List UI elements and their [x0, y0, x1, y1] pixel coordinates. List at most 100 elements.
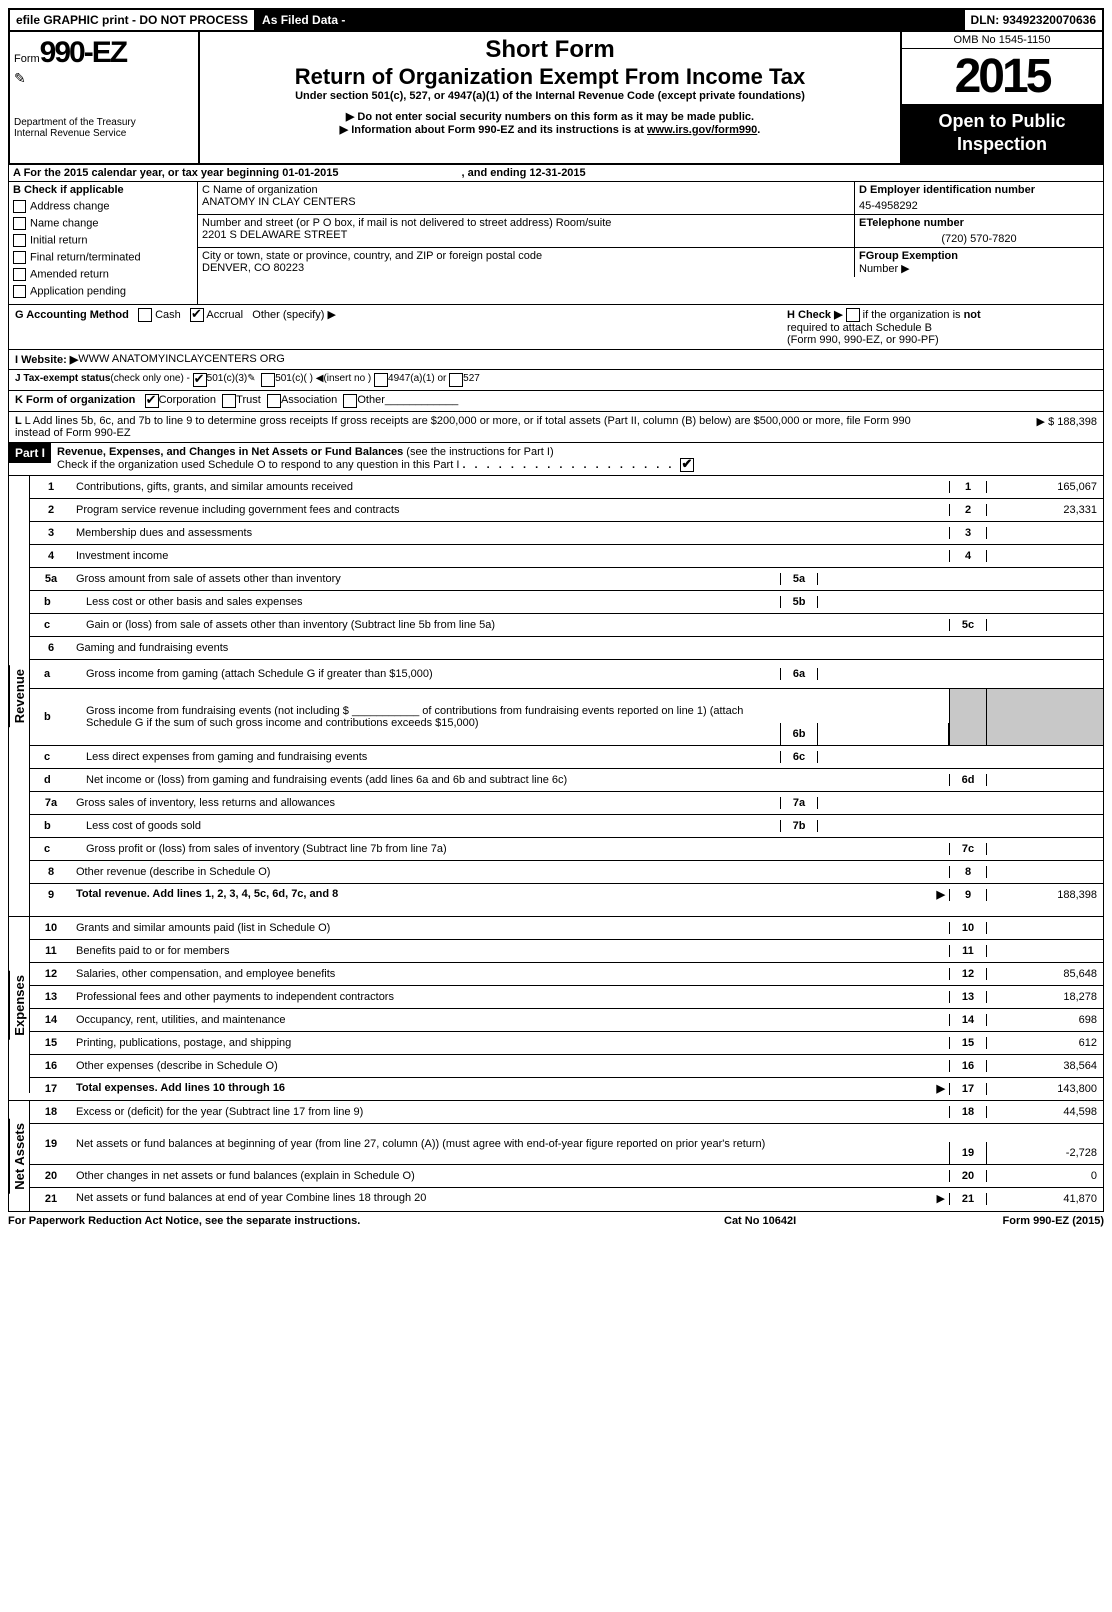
line-5c-desc: Gain or (loss) from sale of assets other… — [82, 619, 949, 631]
line-20-value: 0 — [987, 1170, 1103, 1182]
city-state-zip: DENVER, CO 80223 — [202, 262, 850, 274]
line-5a-desc: Gross amount from sale of assets other t… — [72, 573, 780, 585]
side-revenue: Revenue — [9, 665, 29, 727]
row-l-text: L Add lines 5b, 6c, and 7b to line 9 to … — [15, 415, 911, 439]
form-label: Form — [14, 53, 40, 65]
box-bcdef: B Check if applicable Address change Nam… — [8, 182, 1104, 305]
line-13-value: 18,278 — [987, 991, 1103, 1003]
checkbox-pending[interactable] — [13, 285, 26, 298]
checkbox-initial-return[interactable] — [13, 234, 26, 247]
phone: (720) 570-7820 — [859, 233, 1099, 245]
line-5b-desc: Less cost or other basis and sales expen… — [82, 596, 780, 608]
line-2-value: 23,331 — [987, 504, 1103, 516]
line-7b-desc: Less cost of goods sold — [82, 820, 780, 832]
header: Form990-EZ ✎ Department of the Treasury … — [8, 32, 1104, 165]
accounting-method-label: G Accounting Method — [15, 309, 129, 321]
line-8-desc: Other revenue (describe in Schedule O) — [72, 866, 949, 878]
checkbox-trust[interactable] — [222, 394, 236, 408]
tax-year-end: 12-31-2015 — [529, 167, 585, 179]
org-name: ANATOMY IN CLAY CENTERS — [202, 196, 850, 208]
line-21-desc: Net assets or fund balances at end of ye… — [72, 1192, 949, 1205]
line-15-value: 612 — [987, 1037, 1103, 1049]
line-7c-desc: Gross profit or (loss) from sales of inv… — [82, 843, 949, 855]
checkbox-other-org[interactable] — [343, 394, 357, 408]
checkbox-corporation[interactable] — [145, 394, 159, 408]
line-9-value: 188,398 — [987, 889, 1103, 901]
open-public: Open to Public Inspection — [902, 104, 1102, 163]
checkbox-association[interactable] — [267, 394, 281, 408]
line-12-desc: Salaries, other compensation, and employ… — [72, 968, 949, 980]
line-6b-desc: Gross income from fundraising events (no… — [82, 705, 780, 729]
header-mid: Short Form Return of Organization Exempt… — [200, 32, 900, 163]
dln-label: DLN: — [971, 13, 1000, 27]
row-g-h: G Accounting Method Cash Accrual Other (… — [8, 305, 1104, 350]
checkbox-name-change[interactable] — [13, 217, 26, 230]
line-18-desc: Excess or (deficit) for the year (Subtra… — [72, 1106, 949, 1118]
checkbox-final-return[interactable] — [13, 251, 26, 264]
efile-label: efile GRAPHIC print - DO NOT PROCESS — [10, 10, 256, 30]
form-org-label: K Form of organization — [15, 394, 135, 408]
omb-number: OMB No 1545-1150 — [902, 32, 1102, 49]
line-1-desc: Contributions, gifts, grants, and simila… — [72, 481, 949, 493]
dept-irs: Internal Revenue Service — [14, 128, 194, 139]
line-20-desc: Other changes in net assets or fund bala… — [72, 1170, 949, 1182]
tax-year: 2015 — [902, 49, 1102, 104]
ein: 45-4958292 — [859, 200, 1099, 212]
line-14-desc: Occupancy, rent, utilities, and maintena… — [72, 1014, 949, 1026]
side-expenses: Expenses — [9, 971, 29, 1040]
header-right: OMB No 1545-1150 2015 Open to Public Ins… — [900, 32, 1102, 163]
line-16-desc: Other expenses (describe in Schedule O) — [72, 1060, 949, 1072]
line-17-desc: Total expenses. Add lines 10 through 16 … — [72, 1082, 949, 1095]
line-6-desc: Gaming and fundraising events — [72, 642, 949, 654]
form-number: 990-EZ — [40, 36, 126, 69]
tax-exempt-label: J Tax-exempt status — [15, 373, 110, 387]
box-b-header: B Check if applicable — [13, 184, 193, 196]
line-11-desc: Benefits paid to or for members — [72, 945, 949, 957]
checkbox-amended[interactable] — [13, 268, 26, 281]
asfiled-label: As Filed Data - — [256, 10, 351, 30]
return-title: Return of Organization Exempt From Incom… — [210, 64, 890, 90]
footer-mid: Cat No 10642I — [724, 1215, 924, 1227]
footer-right: Form 990-EZ (2015) — [924, 1215, 1104, 1227]
line-9-desc: Total revenue. Add lines 1, 2, 3, 4, 5c,… — [72, 888, 949, 901]
checkbox-4947[interactable] — [374, 373, 388, 387]
checkbox-accrual[interactable] — [190, 308, 204, 322]
part-i-header: Part I Revenue, Expenses, and Changes in… — [8, 443, 1104, 476]
checkbox-address-change[interactable] — [13, 200, 26, 213]
box-f: FGroup Exemption Number ▶ — [854, 248, 1103, 277]
line-13-desc: Professional fees and other payments to … — [72, 991, 949, 1003]
line-7a-desc: Gross sales of inventory, less returns a… — [72, 797, 780, 809]
line-16-value: 38,564 — [987, 1060, 1103, 1072]
line-12-value: 85,648 — [987, 968, 1103, 980]
box-c: C Name of organization ANATOMY IN CLAY C… — [198, 182, 854, 214]
under-section: Under section 501(c), 527, or 4947(a)(1)… — [210, 90, 890, 102]
row-k: K Form of organization Corporation Trust… — [8, 391, 1104, 412]
box-b: B Check if applicable Address change Nam… — [9, 182, 198, 304]
street-address: 2201 S DELAWARE STREET — [202, 229, 850, 241]
checkbox-501c[interactable] — [261, 373, 275, 387]
part-i-title: Revenue, Expenses, and Changes in Net As… — [57, 446, 403, 458]
checkbox-501c3[interactable] — [193, 373, 207, 387]
line-19-value: -2,728 — [987, 1142, 1103, 1164]
irs-link[interactable]: www.irs.gov/form990 — [647, 124, 757, 136]
checkbox-cash[interactable] — [138, 308, 152, 322]
dln: DLN: 93492320070636 — [965, 10, 1102, 30]
checkbox-schedule-o[interactable] — [680, 458, 694, 472]
footer-left: For Paperwork Reduction Act Notice, see … — [8, 1215, 724, 1227]
box-c-wrap: C Name of organization ANATOMY IN CLAY C… — [198, 182, 1103, 304]
line-3-desc: Membership dues and assessments — [72, 527, 949, 539]
top-bar: efile GRAPHIC print - DO NOT PROCESS As … — [8, 8, 1104, 32]
line-1-value: 165,067 — [987, 481, 1103, 493]
short-form-title: Short Form — [210, 36, 890, 64]
checkbox-schedule-b[interactable] — [846, 308, 860, 322]
row-l-value: ▶ $ 188,398 — [947, 415, 1097, 439]
side-netassets: Net Assets — [9, 1119, 29, 1194]
header-left: Form990-EZ ✎ Department of the Treasury … — [10, 32, 200, 163]
row-l: L L Add lines 5b, 6c, and 7b to line 9 t… — [8, 412, 1104, 443]
line-15-desc: Printing, publications, postage, and shi… — [72, 1037, 949, 1049]
box-city: City or town, state or province, country… — [198, 248, 854, 277]
line-6c-desc: Less direct expenses from gaming and fun… — [82, 751, 780, 763]
part-i-table: Revenue 1Contributions, gifts, grants, a… — [8, 476, 1104, 1212]
line-6a-desc: Gross income from gaming (attach Schedul… — [82, 668, 780, 680]
checkbox-527[interactable] — [449, 373, 463, 387]
